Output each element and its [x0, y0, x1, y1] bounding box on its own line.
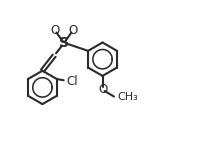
Text: O: O	[68, 24, 77, 37]
Text: Cl: Cl	[66, 75, 78, 88]
Text: S: S	[59, 36, 69, 50]
Text: CH₃: CH₃	[117, 92, 138, 102]
Text: O: O	[98, 83, 107, 96]
Text: O: O	[51, 24, 60, 37]
